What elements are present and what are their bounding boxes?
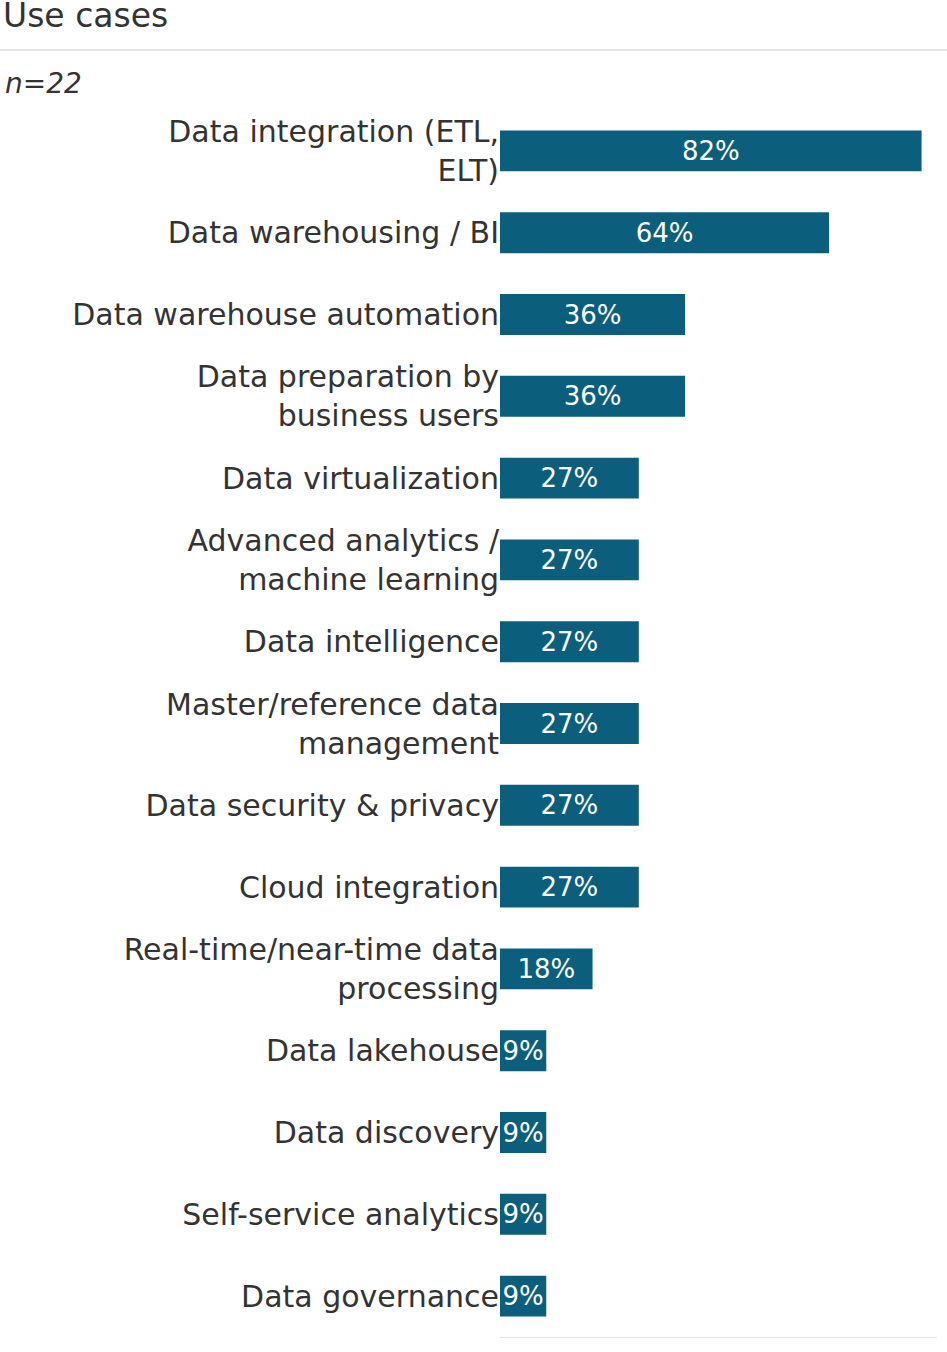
svg-text:36%: 36% [564,300,622,330]
svg-text:Real-time/near-time dataproces: Real-time/near-time dataprocessing [124,932,499,1006]
svg-text:Data warehousing / BI: Data warehousing / BI [168,215,499,250]
svg-text:18%: 18% [517,954,575,984]
svg-text:9%: 9% [503,1118,544,1148]
svg-text:Data virtualization: Data virtualization [222,461,499,496]
svg-text:Self-service analytics: Self-service analytics [182,1197,499,1232]
svg-text:27%: 27% [541,463,599,493]
svg-text:Data warehouse automation: Data warehouse automation [72,297,499,332]
svg-text:Cloud integration: Cloud integration [239,870,499,905]
svg-text:n=22: n=22 [5,67,82,100]
svg-text:82%: 82% [682,136,740,166]
svg-text:Use cases: Use cases [3,0,168,35]
svg-text:27%: 27% [541,790,599,820]
svg-text:Data security & privacy: Data security & privacy [145,788,499,823]
svg-text:64%: 64% [636,218,694,248]
svg-text:36%: 36% [564,381,622,411]
svg-text:Data intelligence: Data intelligence [244,624,499,659]
svg-text:Advanced analytics /machine le: Advanced analytics /machine learning [188,523,500,597]
svg-text:Data preparation bybusiness us: Data preparation bybusiness users [197,359,499,433]
svg-text:Data lakehouse: Data lakehouse [266,1033,499,1068]
svg-text:27%: 27% [541,872,599,902]
svg-text:Master/reference datamanagemen: Master/reference datamanagement [166,687,499,761]
svg-text:9%: 9% [503,1036,544,1066]
svg-text:9%: 9% [503,1281,544,1311]
svg-text:Data governance: Data governance [241,1279,499,1314]
svg-text:27%: 27% [541,545,599,575]
svg-text:27%: 27% [541,709,599,739]
svg-text:9%: 9% [503,1199,544,1229]
svg-text:Data integration (ETL,ELT): Data integration (ETL,ELT) [168,114,499,188]
svg-text:Data discovery: Data discovery [274,1115,499,1150]
svg-text:27%: 27% [541,627,599,657]
